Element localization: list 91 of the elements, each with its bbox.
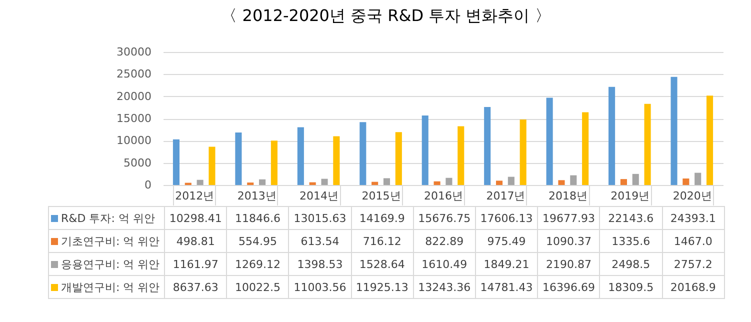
bar (309, 182, 316, 185)
data-label: 8637.63 (164, 276, 227, 298)
x-tick-label: 2017년 (486, 190, 526, 202)
y-tick-label: 10000 (116, 134, 152, 148)
bar (706, 96, 714, 185)
x-tick-label: 2016년 (424, 190, 463, 202)
bar (208, 146, 216, 185)
bar (270, 140, 278, 185)
bar (496, 180, 503, 185)
bar (546, 98, 553, 185)
bar (196, 180, 204, 185)
data-label: 554.95 (226, 230, 289, 252)
bar (694, 172, 702, 185)
data-label: 1335.6 (600, 230, 662, 252)
bar (682, 178, 690, 185)
bar (582, 112, 589, 185)
x-tick-label: 2012년 (175, 190, 214, 202)
bar (608, 86, 616, 185)
data-label: 1398.53 (288, 252, 352, 276)
data-label: 1161.97 (164, 252, 227, 276)
legend-label: 응용연구비: 억 위안 (48, 252, 164, 276)
data-label: 613.54 (288, 230, 352, 252)
x-tick-label: 2020년 (672, 190, 712, 202)
data-label: 11925.13 (351, 276, 414, 298)
data-label: 1467.0 (662, 230, 724, 252)
bar (520, 119, 526, 185)
bar (644, 104, 651, 185)
bar (632, 174, 639, 185)
bar (333, 136, 340, 185)
data-label: 24393.1 (662, 206, 724, 230)
data-label: 10022.5 (226, 276, 289, 298)
y-tick-label: 30000 (116, 46, 152, 58)
data-label: 11846.6 (226, 206, 289, 230)
chart-title: 〈 2012-2020년 중국 R&D 투자 변화추이 〉 (221, 6, 551, 25)
x-tick-label: 2015년 (362, 190, 401, 202)
bar (570, 175, 577, 185)
legend-label: R&D 투자: 억 위안 (48, 206, 164, 230)
data-label: 498.81 (164, 230, 227, 252)
bar (620, 179, 627, 185)
data-label: 1269.12 (226, 252, 289, 276)
data-label: 10298.41 (164, 206, 227, 230)
data-label: 22143.6 (600, 206, 662, 230)
data-label: 17606.13 (475, 206, 538, 230)
bar (321, 178, 328, 185)
bar (508, 176, 514, 185)
data-label: 822.89 (413, 230, 476, 252)
x-tick-label: 2013년 (237, 190, 276, 202)
bar (383, 178, 390, 185)
bar (259, 179, 266, 185)
bar (372, 182, 378, 185)
bar (458, 126, 464, 185)
bar (172, 139, 180, 185)
bar (484, 106, 491, 185)
data-label: 2498.5 (600, 252, 662, 276)
bar (670, 76, 678, 185)
bar (235, 132, 242, 185)
data-label: 1528.64 (351, 252, 414, 276)
data-label: 13015.63 (288, 206, 352, 230)
bar (434, 181, 440, 185)
y-tick-label: 20000 (116, 90, 152, 103)
data-label: 15676.75 (413, 206, 476, 230)
y-tick-label: 5000 (124, 156, 152, 170)
data-label: 14781.43 (475, 276, 538, 298)
bar (395, 132, 402, 185)
data-label: 2190.87 (538, 252, 600, 276)
bar (297, 127, 304, 185)
y-tick-label: 25000 (116, 68, 152, 81)
data-label: 975.49 (475, 230, 538, 252)
data-label: 1849.21 (475, 252, 538, 276)
data-label: 19677.93 (538, 206, 600, 230)
x-tick-label: 2019년 (610, 190, 650, 202)
data-label: 716.12 (351, 230, 414, 252)
data-label: 2757.2 (662, 252, 724, 276)
legend-label: 개발연구비: 억 위안 (48, 276, 164, 298)
bar (558, 180, 565, 185)
bar (422, 116, 428, 185)
data-label: 1610.49 (413, 252, 476, 276)
data-label: 18309.5 (600, 276, 662, 298)
x-tick-label: 2018년 (548, 190, 588, 202)
data-label: 13243.36 (413, 276, 476, 298)
y-tick-label: 15000 (116, 112, 152, 125)
x-tick-label: 2014년 (300, 190, 339, 202)
data-label: 20168.9 (662, 276, 724, 298)
legend-label: 기초연구비: 억 위안 (48, 230, 164, 252)
bar (446, 178, 452, 185)
data-label: 16396.69 (538, 276, 600, 298)
data-label: 1090.37 (538, 230, 600, 252)
bar (360, 122, 366, 185)
y-tick-label: 0 (144, 178, 152, 192)
data-label: 11003.56 (288, 276, 352, 298)
data-label: 14169.9 (351, 206, 414, 230)
